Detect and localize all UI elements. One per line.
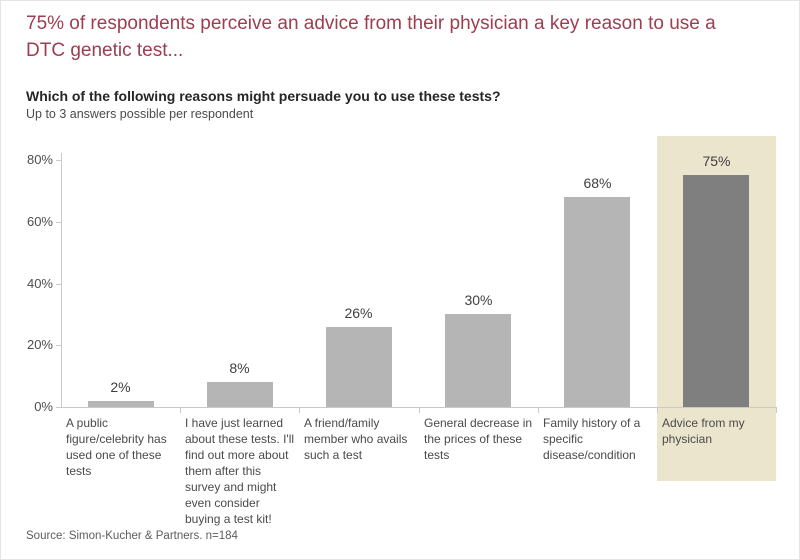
x-axis-tick	[419, 408, 420, 413]
x-axis-tick	[299, 408, 300, 413]
bar	[88, 401, 154, 407]
source-note: Source: Simon-Kucher & Partners. n=184	[26, 530, 238, 542]
y-axis-tick	[56, 160, 61, 161]
chart-subtitle: Up to 3 answers possible per respondent	[26, 107, 254, 121]
y-tick-label: 20%	[26, 337, 53, 352]
x-axis-tick	[657, 408, 658, 413]
bar-value-label: 8%	[229, 360, 250, 376]
bar	[207, 382, 273, 407]
bar-value-label: 2%	[110, 379, 131, 395]
slide-title-line1: 75% of respondents perceive an advice fr…	[26, 13, 716, 34]
bar	[326, 327, 392, 407]
y-tick-label: 40%	[26, 276, 53, 291]
x-axis-tick	[538, 408, 539, 413]
bar	[564, 197, 630, 407]
y-tick-label: 60%	[26, 214, 53, 229]
category-label: Advice from my physician	[662, 416, 745, 446]
y-tick-label: 80%	[26, 152, 53, 167]
x-axis-tick	[776, 408, 777, 413]
bar-value-label: 68%	[583, 175, 612, 191]
category-label: A public figure/celebrity has used one o…	[66, 416, 167, 478]
category-label: General decrease in the prices of these …	[424, 416, 533, 462]
y-axis-tick	[56, 407, 61, 408]
y-axis-tick	[56, 345, 61, 346]
slide-title: 75% of respondents perceive an advice fr…	[26, 10, 774, 64]
bar	[683, 175, 749, 407]
category-label: I have just learned about these tests. I…	[185, 416, 295, 526]
bar-value-label: 75%	[702, 153, 731, 169]
category-label: A friend/family member who avails such a…	[304, 416, 408, 462]
y-tick-label: 0%	[34, 399, 53, 414]
category-label: Family history of a specific disease/con…	[543, 416, 641, 462]
chart-question: Which of the following reasons might per…	[26, 88, 501, 104]
y-axis-line	[61, 153, 62, 408]
bar	[445, 314, 511, 407]
bar-value-label: 26%	[344, 305, 373, 321]
y-axis-tick	[56, 284, 61, 285]
x-axis-tick	[180, 408, 181, 413]
x-axis-line	[61, 407, 777, 408]
y-axis-tick	[56, 222, 61, 223]
bar-value-label: 30%	[464, 292, 493, 308]
slide-title-line2: DTC genetic test...	[26, 40, 184, 61]
